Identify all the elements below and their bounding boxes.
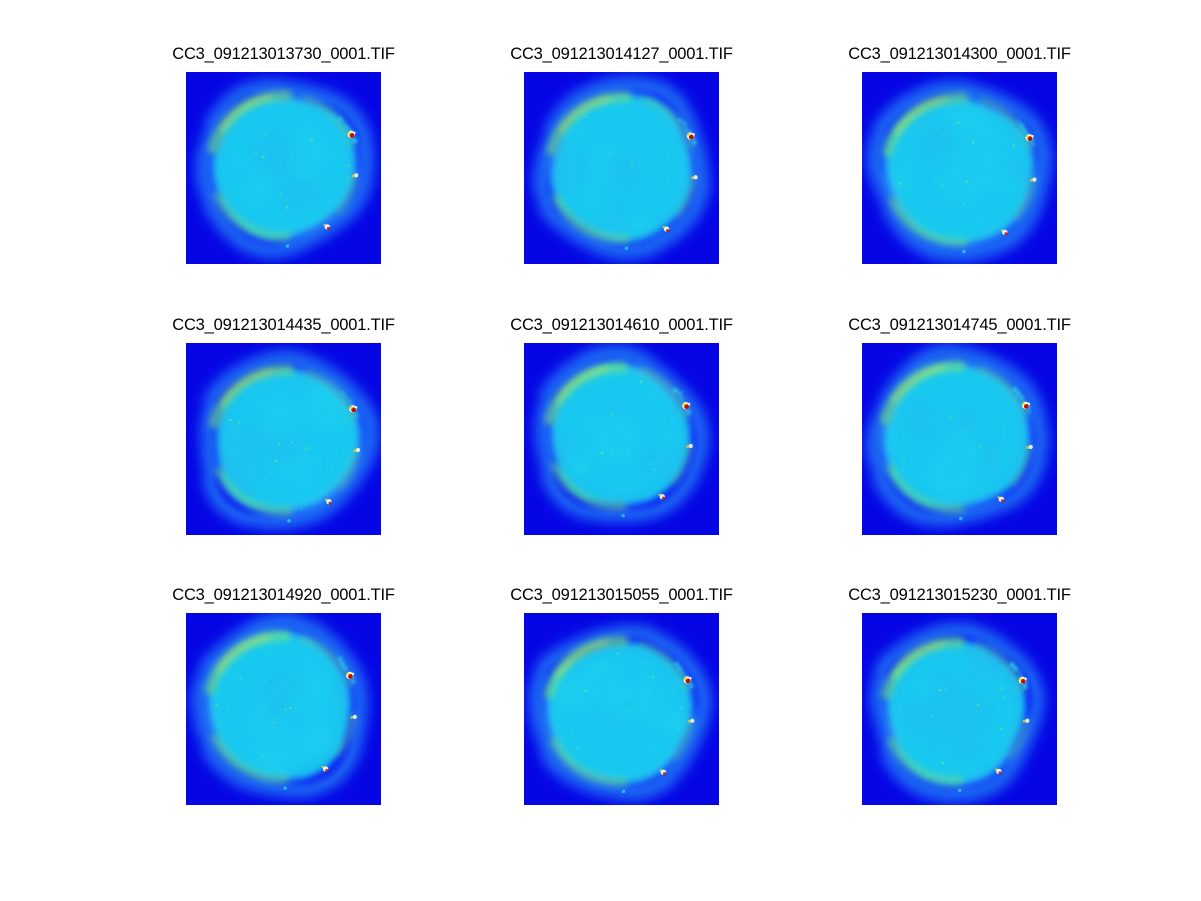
panel-title: CC3_091213014435_0001.TIF — [172, 316, 395, 334]
panel-title: CC3_091213014127_0001.TIF — [510, 45, 733, 63]
image-panel: CC3_091213015055_0001.TIF — [510, 586, 733, 805]
image-panel: CC3_091213014127_0001.TIF — [510, 45, 733, 264]
image-panel: CC3_091213014610_0001.TIF — [510, 316, 733, 535]
specimen-image — [524, 613, 719, 805]
image-panel: CC3_091213014435_0001.TIF — [172, 316, 395, 535]
panel-title: CC3_091213014920_0001.TIF — [172, 586, 395, 604]
specimen-image — [524, 343, 719, 535]
specimen-image — [186, 613, 381, 805]
specimen-image — [186, 72, 381, 264]
image-panel: CC3_091213014745_0001.TIF — [848, 316, 1071, 535]
image-panel: CC3_091213014300_0001.TIF — [848, 45, 1071, 264]
specimen-image — [862, 72, 1057, 264]
panel-title: CC3_091213014610_0001.TIF — [510, 316, 733, 334]
panel-title: CC3_091213015230_0001.TIF — [848, 586, 1071, 604]
image-panel: CC3_091213013730_0001.TIF — [172, 45, 395, 264]
panel-title: CC3_091213015055_0001.TIF — [510, 586, 733, 604]
specimen-image — [186, 343, 381, 535]
specimen-image — [862, 613, 1057, 805]
specimen-image — [862, 343, 1057, 535]
image-panel: CC3_091213014920_0001.TIF — [172, 586, 395, 805]
panel-title: CC3_091213013730_0001.TIF — [172, 45, 395, 63]
image-panel: CC3_091213015230_0001.TIF — [848, 586, 1071, 805]
panel-title: CC3_091213014300_0001.TIF — [848, 45, 1071, 63]
panel-title: CC3_091213014745_0001.TIF — [848, 316, 1071, 334]
specimen-image — [524, 72, 719, 264]
